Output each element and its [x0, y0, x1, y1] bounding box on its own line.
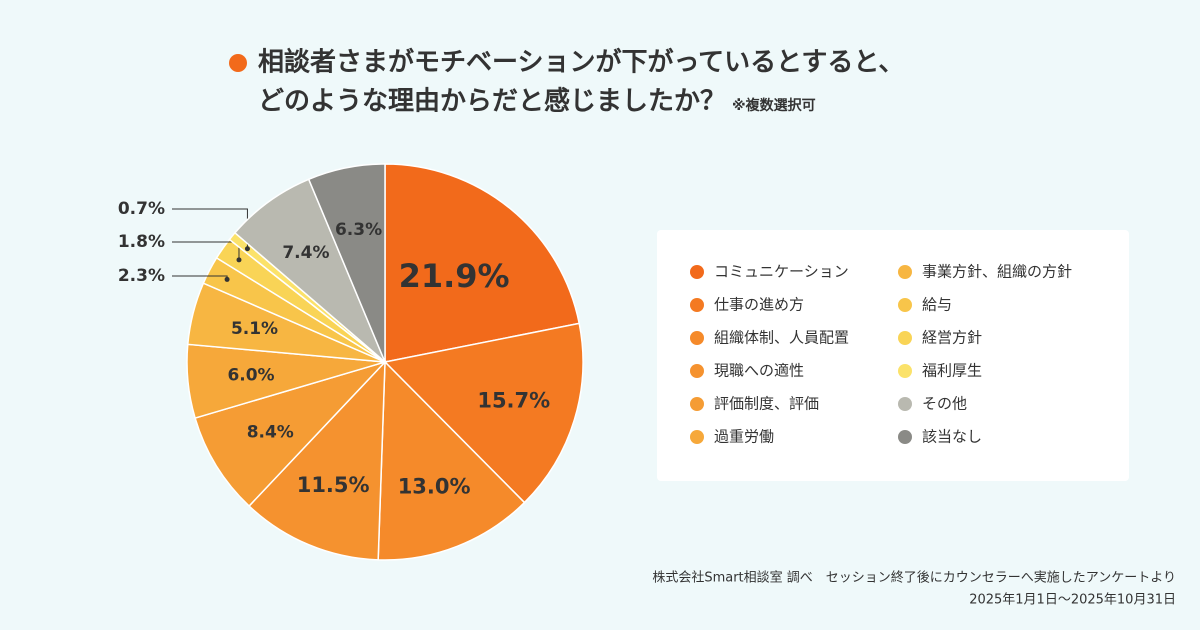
legend-label: 該当なし — [922, 428, 982, 446]
legend-swatch — [898, 331, 912, 345]
pie-slice — [383, 322, 584, 504]
legend-label: 給与 — [922, 296, 952, 314]
data-label: 15.7% — [477, 388, 550, 412]
legend-label: 現職への適性 — [714, 362, 804, 380]
data-label: 6.0% — [227, 365, 274, 385]
legend-label: その他 — [922, 395, 967, 413]
data-label: 21.9% — [399, 257, 510, 295]
legend-label: 福利厚生 — [922, 362, 982, 380]
data-label: 2.3% — [118, 266, 165, 286]
legend-label: 仕事の進め方 — [714, 296, 804, 314]
data-label: 7.4% — [282, 243, 329, 263]
legend-swatch — [690, 298, 704, 312]
chart-title: 相談者さまがモチベーションが下がっているとすると、 — [258, 47, 904, 78]
data-label: 11.5% — [297, 473, 370, 497]
legend-swatch — [898, 298, 912, 312]
legend-label: 組織体制、人員配置 — [714, 329, 849, 347]
leader-dot — [224, 276, 230, 282]
data-label: 13.0% — [398, 474, 471, 498]
pie-slice — [377, 360, 526, 561]
pie-slice — [307, 163, 386, 363]
pie-slice — [248, 360, 386, 561]
legend-swatch — [898, 397, 912, 411]
legend-label: コミュニケーション — [714, 263, 849, 281]
source: 株式会社Smart相談室 調べ セッション終了後にカウンセラーへ実施したアンケー… — [652, 570, 1176, 586]
data-label: 5.1% — [231, 319, 278, 339]
title-bullet — [229, 54, 247, 72]
legend-swatch — [898, 430, 912, 444]
legend-swatch — [690, 430, 704, 444]
pie-slice — [194, 360, 388, 508]
legend-swatch — [690, 397, 704, 411]
legend-swatch — [690, 265, 704, 279]
legend-label: 過重労働 — [714, 428, 774, 446]
data-label: 0.7% — [118, 199, 165, 219]
legend-label: 経営方針 — [922, 329, 982, 347]
legend-swatch — [898, 265, 912, 279]
source: 2025年1月1日〜2025年10月31日 — [969, 593, 1176, 608]
legend-swatch — [690, 331, 704, 345]
legend-label: 事業方針、組織の方針 — [922, 263, 1072, 281]
data-label: 6.3% — [335, 220, 382, 240]
chart-title: どのような理由からだと感じましたか？ — [258, 87, 726, 117]
data-label: 1.8% — [118, 232, 165, 252]
pie-slice — [384, 163, 581, 363]
leader-dot — [244, 246, 250, 252]
note: ※複数選択可 — [732, 97, 816, 114]
leader-dot — [236, 257, 242, 263]
legend-swatch — [690, 364, 704, 378]
data-label: 8.4% — [247, 422, 294, 442]
legend-box — [657, 230, 1129, 481]
legend-label: 評価制度、評価 — [714, 395, 819, 413]
legend-swatch — [898, 364, 912, 378]
